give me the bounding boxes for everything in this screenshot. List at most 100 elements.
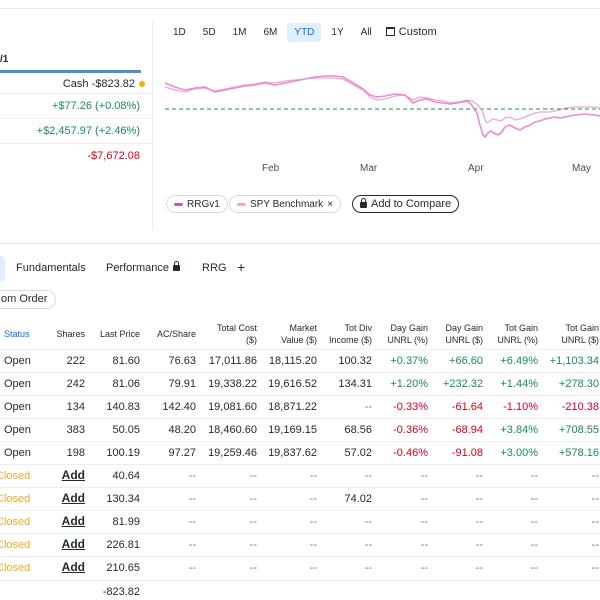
tot-gain-usd-cell: -- xyxy=(591,493,599,505)
col-market-value[interactable]: Market Value ($) xyxy=(281,322,317,346)
tot-gain-pct-cell: -- xyxy=(530,539,538,551)
range-5d-button[interactable]: 5D xyxy=(202,26,216,38)
tab-rrg[interactable]: RRG xyxy=(202,262,227,274)
last-price-cell: 226.81 xyxy=(106,539,140,551)
remove-benchmark-icon[interactable]: × xyxy=(327,198,334,210)
table-row[interactable]: Open 242 81.06 79.91 19,338.22 19,616.52 134.3… xyxy=(0,372,600,395)
range-ytd-button[interactable]: YTD xyxy=(287,22,322,42)
table-row[interactable]: Closed Add 130.34 -- -- -- 74.02 -- -- -- -- xyxy=(0,487,600,510)
tab-fundamentals[interactable]: Fundamentals xyxy=(16,262,86,274)
account-name-fragment: /1 xyxy=(0,54,9,65)
total-cost-cell: -- xyxy=(249,470,257,482)
market-value-cell: -- xyxy=(309,470,317,482)
range-all-button[interactable]: All xyxy=(360,26,372,38)
other-value-summary: -$7,672.08 xyxy=(87,150,140,162)
col-tot-gain-usd[interactable]: Tot Gain UNRL ($) xyxy=(561,322,599,346)
account-selected-bar xyxy=(0,70,141,73)
col-total-cost[interactable]: Total Cost ($) xyxy=(217,322,257,346)
add-shares-link[interactable]: Add xyxy=(61,491,85,505)
legend-portfolio-chip[interactable]: RRGv1 xyxy=(166,195,228,213)
range-1m-button[interactable]: 1M xyxy=(232,26,247,38)
cash-label: Cash -$823.82 xyxy=(62,78,135,90)
cash-balance: Cash -$823.82 xyxy=(0,78,145,90)
shares-cell: 222 xyxy=(66,355,85,367)
range-1y-button[interactable]: 1Y xyxy=(331,26,344,38)
col-day-gain-usd[interactable]: Day Gain UNRL ($) xyxy=(445,322,483,346)
add-shares-link[interactable]: Add xyxy=(61,514,85,528)
add-shares-link[interactable]: Add xyxy=(61,537,85,551)
table-row[interactable]: Closed Add 81.99 -- -- -- -- -- -- -- -- xyxy=(0,510,600,533)
col-status[interactable]: Status xyxy=(4,329,30,339)
tab-performance[interactable]: Performance xyxy=(106,261,180,274)
top-divider xyxy=(0,8,600,9)
tot-gain-pct-cell: +3.84% xyxy=(500,424,538,436)
table-row[interactable]: Open 222 81.60 76.63 17,011.86 18,115.20 100.3… xyxy=(0,349,600,372)
ac-share-cell: -- xyxy=(188,493,196,505)
last-price-cell: 130.34 xyxy=(106,493,140,505)
div-income-cell: 100.32 xyxy=(338,355,372,367)
col-market-value-line2: Value ($) xyxy=(281,335,317,345)
legend-benchmark-chip[interactable]: SPY Benchmark × xyxy=(229,195,342,213)
range-1d-button[interactable]: 1D xyxy=(173,26,186,38)
col-ac-share[interactable]: AC/Share xyxy=(156,329,196,339)
last-price-cell: 81.60 xyxy=(112,355,140,367)
col-tot-gain-usd-line2: UNRL ($) xyxy=(561,335,599,345)
add-to-compare-button[interactable]: Add to Compare xyxy=(352,195,460,213)
col-tot-div-line1: Tot Div xyxy=(344,323,372,333)
col-last-price[interactable]: Last Price xyxy=(99,329,140,339)
table-row[interactable]: Open 383 50.05 48.20 18,460.60 19,169.15 68.56… xyxy=(0,418,600,441)
total-cost-cell: 17,011.86 xyxy=(208,355,257,367)
range-6m-button[interactable]: 6M xyxy=(263,26,278,38)
tab-active-fragment[interactable] xyxy=(0,256,5,282)
col-day-gain-pct[interactable]: Day Gain UNRL (%) xyxy=(387,322,428,346)
day-gain-pct-cell: -- xyxy=(420,562,428,574)
portfolio-line xyxy=(165,75,600,139)
day-gain-pct-cell: -0.33% xyxy=(393,401,428,413)
benchmark-swatch xyxy=(237,202,246,206)
total-cost-cell: -- xyxy=(249,562,257,574)
market-value-cell: -- xyxy=(309,493,317,505)
tot-gain-pct-cell: +6.49% xyxy=(500,355,538,367)
div-income-cell: 57.02 xyxy=(344,447,372,459)
col-day-gain-usd-line2: UNRL ($) xyxy=(445,335,483,345)
market-value-cell: 19,837.62 xyxy=(268,447,317,459)
shares-cell: 242 xyxy=(66,378,85,390)
day-gain-usd-cell: -- xyxy=(475,562,483,574)
last-price-cell: 50.05 xyxy=(112,424,140,436)
table-row[interactable]: Closed Add 40.64 -- -- -- -- -- -- -- -- xyxy=(0,464,600,487)
market-value-cell: -- xyxy=(309,516,317,528)
ac-share-cell: 97.27 xyxy=(168,447,196,459)
legend-benchmark-label: SPY Benchmark xyxy=(250,198,324,210)
tot-gain-pct-cell: -- xyxy=(530,516,538,528)
ac-share-cell: -- xyxy=(188,470,196,482)
table-row[interactable]: Open 198 100.19 97.27 19,259.46 19,837.62 57.0… xyxy=(0,441,600,464)
day-gain-usd-cell: -- xyxy=(475,470,483,482)
col-tot-div[interactable]: Tot Div Income ($) xyxy=(329,322,372,346)
col-day-gain-usd-line1: Day Gain xyxy=(445,323,483,333)
col-market-value-line1: Market xyxy=(289,323,317,333)
market-value-cell: 19,169.15 xyxy=(268,424,317,436)
table-row[interactable]: Open 134 140.83 142.40 19,081.60 18,871.22 -- -… xyxy=(0,395,600,418)
add-shares-link[interactable]: Add xyxy=(61,468,85,482)
col-shares[interactable]: Shares xyxy=(56,329,85,339)
custom-range-button[interactable]: Custom xyxy=(382,22,441,42)
add-view-icon[interactable]: + xyxy=(237,259,246,275)
col-tot-gain-pct-line2: UNRL (%) xyxy=(497,335,538,345)
col-total-cost-line2: ($) xyxy=(246,335,257,345)
table-row[interactable]: Closed Add 226.81 -- -- -- -- -- -- -- -- xyxy=(0,533,600,556)
status-cell: Open xyxy=(4,378,31,390)
add-shares-link[interactable]: Add xyxy=(61,560,85,574)
col-tot-gain-usd-line1: Tot Gain xyxy=(565,323,599,333)
div-income-cell: -- xyxy=(364,470,372,482)
custom-order-button[interactable]: om Order xyxy=(0,290,57,309)
table-row[interactable]: Closed Add 210.65 -- -- -- -- -- -- -- -- xyxy=(0,556,600,579)
tot-gain-pct-cell: -- xyxy=(530,493,538,505)
col-tot-gain-pct[interactable]: Tot Gain UNRL (%) xyxy=(497,322,538,346)
performance-chart[interactable] xyxy=(165,45,600,180)
day-gain-pct-cell: +1.20% xyxy=(390,378,428,390)
calendar-icon xyxy=(385,27,395,36)
status-cell: Closed xyxy=(0,539,31,551)
tot-gain-usd-cell: -- xyxy=(591,539,599,551)
day-gain-usd-cell: -- xyxy=(475,493,483,505)
total-cost-cell: -- xyxy=(249,539,257,551)
